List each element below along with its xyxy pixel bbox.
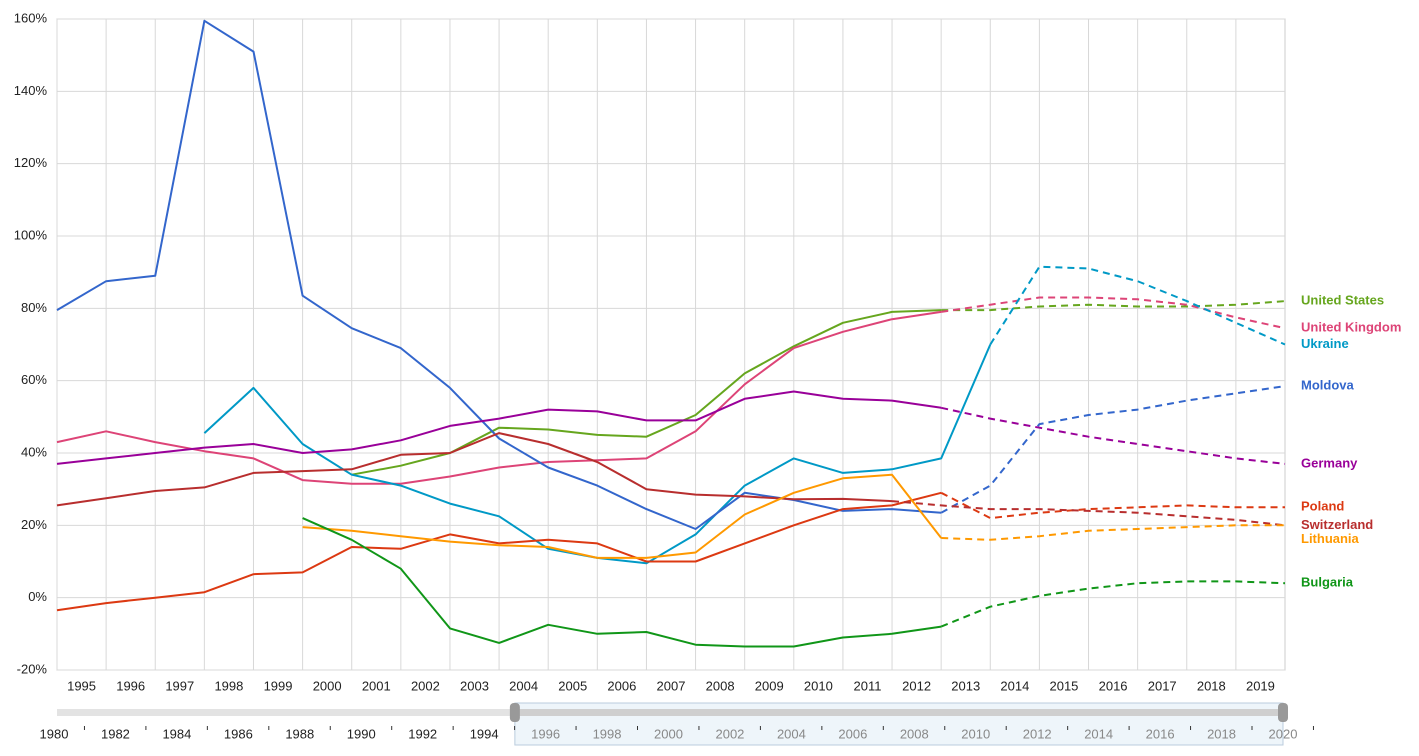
y-tick-label: 120%: [14, 155, 48, 170]
y-tick-label: -20%: [17, 661, 48, 676]
timeline-tick-label: 1996: [531, 726, 560, 741]
legend-entry: Ukraine: [1301, 336, 1349, 351]
projection-line: [940, 385, 1286, 514]
x-tick-label: 2003: [460, 678, 489, 693]
timeline-tick-label: 1984: [162, 726, 191, 741]
projection-line: [941, 296, 1286, 330]
plot-area: [56, 18, 1286, 671]
x-tick-label: 2018: [1197, 678, 1226, 693]
timeline-tick-label: 1992: [408, 726, 437, 741]
series-line: [56, 310, 942, 485]
series-line: [302, 473, 942, 559]
legend-entry: United States: [1301, 293, 1384, 308]
x-tick-label: 1996: [116, 678, 145, 693]
timeline-tick-label: 1982: [101, 726, 130, 741]
series-line: [56, 491, 942, 612]
timeline-tick-label: 1986: [224, 726, 253, 741]
x-tick-label: 2017: [1148, 678, 1177, 693]
y-tick-label: 100%: [14, 227, 48, 242]
timeline-handle[interactable]: [1278, 703, 1288, 722]
timeline-tick-label: 1990: [347, 726, 376, 741]
timeline-tick-label: 2004: [777, 726, 806, 741]
x-tick-label: 2005: [558, 678, 587, 693]
x-tick-label: 2015: [1049, 678, 1078, 693]
x-tick-label: 2000: [313, 678, 342, 693]
y-tick-label: 80%: [21, 300, 47, 315]
x-tick-label: 1998: [214, 678, 243, 693]
projection-line: [891, 500, 1286, 527]
x-tick-label: 2004: [509, 678, 538, 693]
x-tick-label: 2013: [951, 678, 980, 693]
timeline-tick-label: 2014: [1084, 726, 1113, 741]
x-tick-label: 2008: [706, 678, 735, 693]
timeline-tick-label: 1994: [470, 726, 499, 741]
y-tick-label: 40%: [21, 444, 47, 459]
x-tick-label: 2009: [755, 678, 784, 693]
series-line: [56, 432, 893, 507]
projection-line: [940, 491, 1285, 520]
legend-entry: Lithuania: [1301, 531, 1360, 546]
x-tick-label: 2007: [657, 678, 686, 693]
timeline-handle[interactable]: [509, 703, 520, 722]
projection-line: [941, 300, 1286, 312]
timeline-tick-label: 1998: [593, 726, 622, 741]
legend-entry: Switzerland: [1301, 517, 1373, 532]
timeline-tick-label: 2008: [900, 726, 929, 741]
projection-line: [940, 406, 1286, 465]
x-tick-label: 2016: [1099, 678, 1128, 693]
legend-entry: Moldova: [1301, 378, 1354, 393]
x-tick-label: 1997: [165, 678, 194, 693]
x-tick-label: 2002: [411, 678, 440, 693]
x-tick-label: 2001: [362, 678, 391, 693]
x-tick-label: 2006: [607, 678, 636, 693]
legend-entry: Bulgaria: [1301, 575, 1354, 590]
timeline-tick-label: 2000: [654, 726, 683, 741]
timeline-tick-label: 2002: [715, 726, 744, 741]
x-tick-label: 2019: [1246, 678, 1275, 693]
timeline-tick-label: 2016: [1146, 726, 1175, 741]
y-tick-label: 140%: [14, 83, 48, 98]
projection-line: [941, 524, 1285, 541]
y-tick-label: 0%: [28, 589, 47, 604]
timeline-tick-label: 2018: [1207, 726, 1236, 741]
legend-entry: United Kingdom: [1301, 320, 1401, 335]
y-tick-label: 60%: [21, 372, 47, 387]
legend-entry: Poland: [1301, 499, 1344, 514]
x-tick-label: 2012: [902, 678, 931, 693]
timeline-tick-label: 2006: [838, 726, 867, 741]
projection-line: [940, 580, 1286, 628]
timeline-tick-label: 2020: [1269, 726, 1298, 741]
y-tick-label: 20%: [21, 517, 47, 532]
series-line: [56, 390, 942, 465]
timeline-tick-label: 1980: [40, 726, 69, 741]
x-tick-label: 2014: [1000, 678, 1029, 693]
timeline-range: [514, 709, 1283, 716]
x-tick-label: 2010: [804, 678, 833, 693]
series-line: [302, 517, 942, 648]
timeline-tick-label: 2012: [1023, 726, 1052, 741]
x-tick-label: 1999: [264, 678, 293, 693]
legend-entry: Germany: [1301, 455, 1358, 470]
y-tick-label: 160%: [14, 10, 48, 25]
x-tick-label: 1995: [67, 678, 96, 693]
x-tick-label: 2011: [853, 678, 881, 693]
timeline-tick-label: 1988: [285, 726, 314, 741]
timeline-tick-label: 2010: [961, 726, 990, 741]
